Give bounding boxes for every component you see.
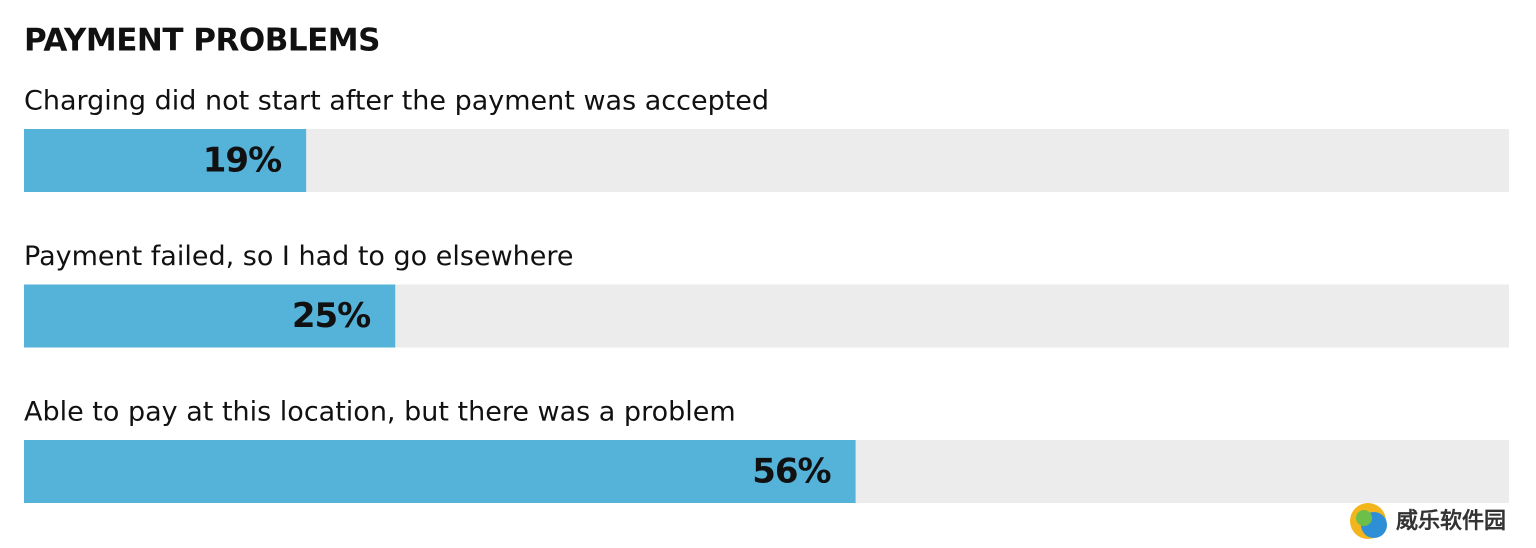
watermark-logo — [1350, 503, 1387, 539]
value-label: 56% — [752, 452, 830, 492]
value-label: 25% — [292, 296, 370, 336]
bar — [24, 284, 396, 348]
category-label: Charging did not start after the payment… — [24, 86, 769, 117]
watermark: 威乐软件园 — [1396, 508, 1506, 534]
value-label: 19% — [203, 141, 281, 181]
category-label: Able to pay at this location, but there … — [24, 397, 736, 428]
category-label: Payment failed, so I had to go elsewhere — [24, 241, 574, 272]
chart-title: PAYMENT PROBLEMS — [24, 23, 380, 59]
bar — [24, 440, 856, 503]
bar — [24, 129, 307, 192]
